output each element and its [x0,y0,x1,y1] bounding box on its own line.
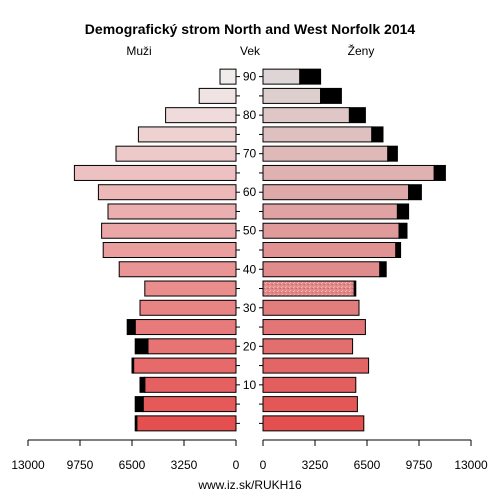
female-bar-35-39 [262,280,355,297]
left-x-tick-label: 13000 [11,458,45,472]
male-bar-0-4 [136,415,237,432]
female-bar-50-54 [262,222,400,239]
right-x-tick-label: 3250 [302,458,329,472]
female-bar-75-79 [262,126,373,143]
male-bar-35-39 [144,280,237,297]
age-tick-label: 70 [243,147,257,161]
age-tick-label: 50 [243,224,257,238]
male-bars [73,68,237,432]
female-bar-25-29 [262,319,366,336]
female-bar-30-34 [262,299,360,316]
male-bar-30-34 [139,299,237,316]
female-bar-15-19 [262,357,370,374]
male-bar-60-64 [97,184,237,201]
male-bar-85-89 [198,87,237,104]
female-bar-0-4 [262,415,365,432]
age-tick-label: 40 [243,262,257,276]
left-x-tick-label: 9750 [67,458,94,472]
male-excess-25-29 [126,319,136,336]
male-bar-5-9 [142,396,237,413]
male-bar-40-44 [118,261,237,278]
male-bar-10-14 [144,376,237,393]
male-excess-20-24 [134,338,149,355]
right-x-tick-label: 6500 [354,458,381,472]
female-excess-65-69 [433,164,446,181]
male-excess-15-19 [131,357,135,374]
female-bar-40-44 [262,261,381,278]
female-bar-90+ [262,68,301,85]
female-bar-65-69 [262,164,435,181]
left-x-tick-label: 3250 [171,458,198,472]
chart-title: Demografický strom North and West Norfol… [85,21,416,37]
female-bar-55-59 [262,203,398,220]
female-bar-60-64 [262,184,410,201]
female-excess-90+ [299,68,322,85]
age-tick-label: 10 [243,378,257,392]
male-excess-10-14 [139,376,146,393]
male-bar-80-84 [165,107,237,124]
male-bar-25-29 [134,319,237,336]
female-bar-45-49 [262,242,397,258]
right-x-tick-label: 9750 [406,458,433,472]
female-excess-55-59 [396,203,410,220]
male-excess-0-4 [134,415,138,432]
male-bar-90+ [219,68,237,85]
left-series-label: Muži [126,44,151,58]
male-bar-20-24 [147,338,237,355]
female-excess-75-79 [371,126,384,143]
right-x-tick-label: 13000 [454,458,488,472]
male-bar-50-54 [101,222,237,239]
female-excess-50-54 [398,222,408,239]
right-series-label: Ženy [348,43,375,58]
female-excess-80-84 [348,107,366,124]
male-excess-5-9 [134,396,144,413]
center-axis-label: Vek [240,44,261,58]
female-bar-85-89 [262,87,322,104]
female-excess-60-64 [408,184,422,201]
female-bar-80-84 [262,107,350,124]
source-label: www.iz.sk/RUKH16 [197,478,302,492]
male-bar-70-74 [115,145,237,162]
female-bar-10-14 [262,376,357,393]
male-bar-75-79 [137,126,237,143]
female-excess-35-39 [353,280,357,297]
male-bar-55-59 [107,203,237,220]
female-bar-70-74 [262,145,389,162]
axes: 13000 9750 6500 3250 0 0 3250 6500 9750 13000 10 20… [11,70,488,472]
age-tick-label: 30 [243,301,257,315]
female-bars [262,68,446,432]
age-tick-label: 60 [243,185,257,199]
female-excess-70-74 [387,145,398,162]
female-bar-5-9 [262,396,358,413]
male-bar-65-69 [73,164,237,181]
left-x-tick-label: 0 [233,458,240,472]
female-excess-85-89 [320,87,342,104]
male-bar-45-49 [102,242,237,258]
age-tick-label: 80 [243,108,257,122]
female-bar-20-24 [262,338,354,355]
age-tick-label: 20 [243,339,257,353]
right-x-tick-label: 0 [260,458,267,472]
male-bar-15-19 [133,357,237,374]
left-x-tick-label: 6500 [119,458,146,472]
female-excess-45-49 [395,242,402,258]
age-tick-label: 90 [243,70,257,84]
female-excess-40-44 [379,261,387,278]
